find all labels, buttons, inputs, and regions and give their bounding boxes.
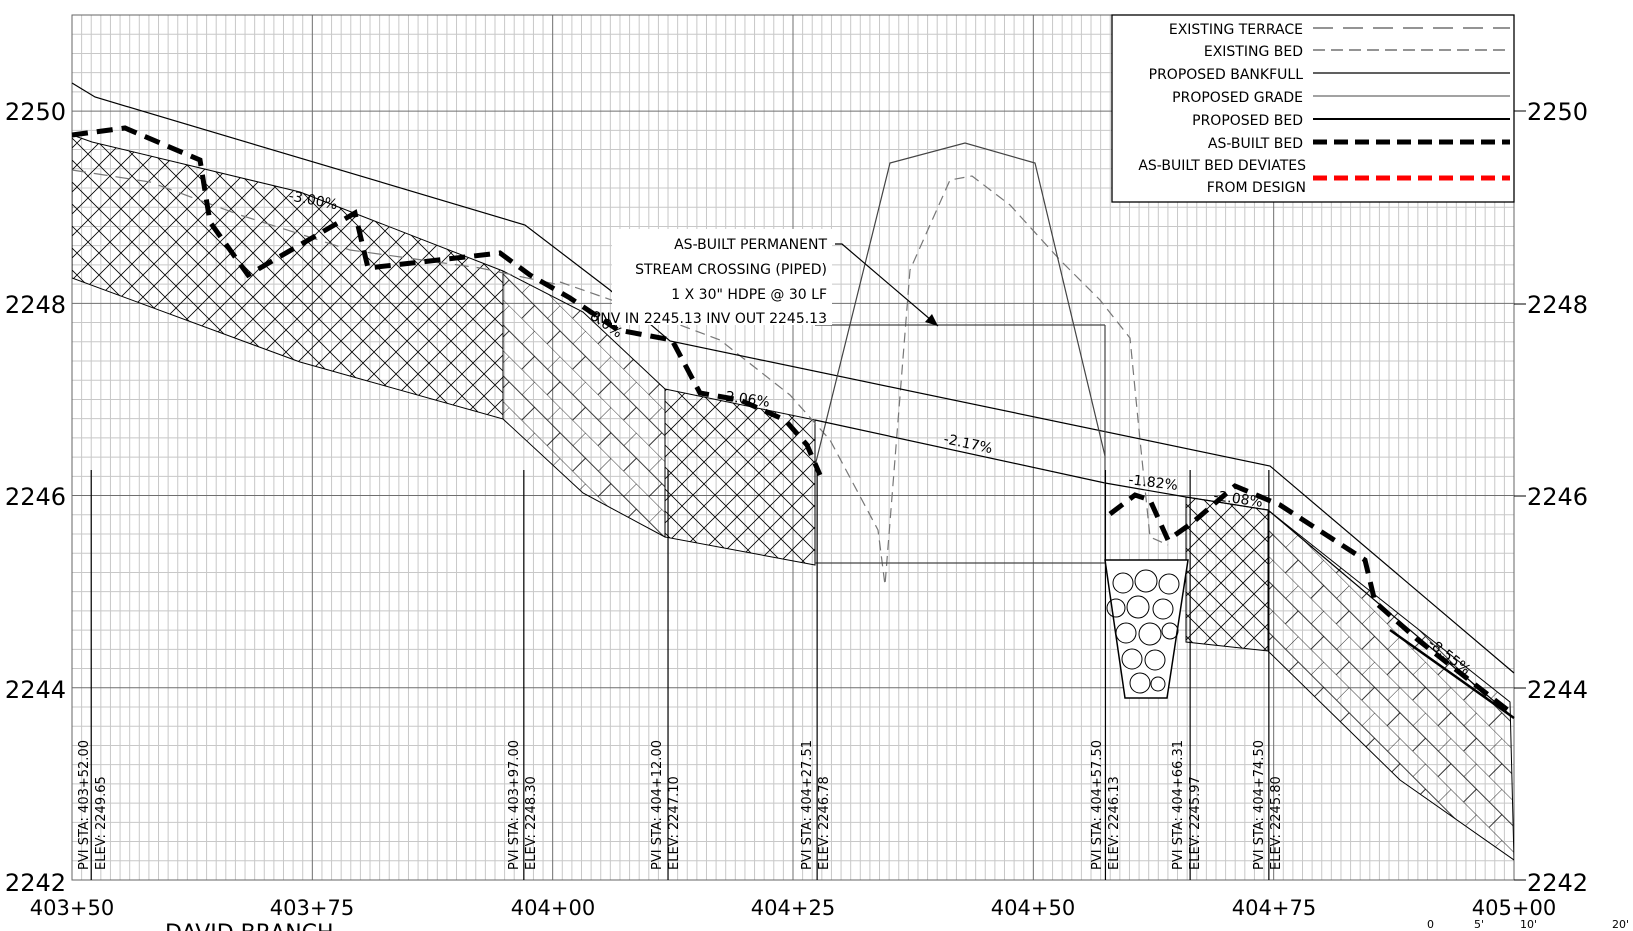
as-built-bed-line [71, 125, 823, 476]
pvi-lines [90, 470, 1270, 880]
leader-arrowhead [925, 314, 938, 326]
pvi-station-label: PVI STA: 403+97.00 [507, 740, 522, 870]
elevation-label: 2244 [1527, 676, 1588, 704]
legend-label-existing-bed: EXISTING BED [1204, 44, 1303, 60]
elevation-label: 2248 [1527, 291, 1588, 319]
pvi-elevation-label: ELEV: 2246.78 [817, 776, 832, 870]
scale-label: 0 [1427, 918, 1434, 931]
pvi-elevation-label: ELEV: 2246.13 [1107, 776, 1122, 870]
crossing-note: AS-BUILT PERMANENT STREAM CROSSING (PIPE… [596, 229, 939, 327]
station-label: 404+00 [511, 896, 595, 920]
riprap-pool [1104, 559, 1189, 699]
existing-bed-line [559, 175, 1169, 586]
elevation-label: 2246 [1527, 483, 1588, 511]
pvi-elevation-label: ELEV: 2249.65 [94, 776, 109, 870]
elevation-label: 2246 [5, 483, 66, 511]
station-label: 404+75 [1232, 896, 1316, 920]
scale-label: 10' [1520, 918, 1537, 931]
slope-label: -2.08% [1212, 488, 1263, 511]
as-built-bed-line-2 [1108, 483, 1516, 717]
crossing-note-line-2: STREAM CROSSING (PIPED) [635, 262, 827, 278]
pvi-station-label: PVI STA: 404+66.31 [1171, 740, 1186, 870]
station-label: 404+50 [991, 896, 1075, 920]
scale-label: 20' [1612, 918, 1629, 931]
elevation-labels-left: 2250 2248 2246 2244 2242 [5, 98, 66, 897]
proposed-bed-line [814, 419, 1515, 719]
proposed-bed-thick [1389, 628, 1515, 720]
footer-title: DAVID BRANCH [165, 921, 334, 931]
legend-label-proposed-bankfull: PROPOSED BANKFULL [1149, 67, 1304, 83]
station-labels: 403+50 403+75 404+00 404+25 404+50 404+7… [30, 896, 1556, 920]
slope-label: -1.82% [1128, 472, 1179, 494]
brick-region-2 [1267, 508, 1514, 861]
legend-label-existing-terrace: EXISTING TERRACE [1169, 22, 1303, 38]
station-label: 405+00 [1472, 896, 1556, 920]
grid-border [71, 14, 1515, 881]
station-label: 403+50 [30, 896, 114, 920]
pvi-station-label: PVI STA: 404+12.00 [650, 740, 665, 870]
legend-label-as-built-bed: AS-BUILT BED [1208, 136, 1303, 152]
xhatch-region-2 [664, 388, 816, 566]
elevation-label: 2250 [5, 98, 66, 126]
hatched-fills [72, 134, 1514, 861]
pvi-station-label: PVI STA: 404+57.50 [1090, 740, 1105, 870]
legend: EXISTING TERRACE EXISTING BED PROPOSED B… [1111, 14, 1515, 203]
elevation-label: 2250 [1527, 98, 1588, 126]
existing-terrace-line [71, 169, 561, 286]
slope-label: -2.06% [719, 388, 770, 411]
station-label: 404+25 [751, 896, 835, 920]
pvi-station-label: PVI STA: 404+74.50 [1252, 740, 1267, 870]
station-label: 403+75 [270, 896, 354, 920]
elevation-label: 2242 [5, 869, 66, 897]
elevation-label: 2248 [5, 291, 66, 319]
proposed-bankfull-line [71, 82, 1515, 674]
legend-label-deviates-2: FROM DESIGN [1207, 180, 1306, 196]
legend-label-deviates-1: AS-BUILT BED DEVIATES [1138, 158, 1306, 174]
crossing-note-line-4: INV IN 2245.13 INV OUT 2245.13 [596, 311, 827, 327]
elevation-labels-right: 2250 2248 2246 2244 2242 [1514, 98, 1588, 897]
crossing-note-leader [835, 243, 939, 327]
pvi-elevation-label: ELEV: 2245.80 [1269, 776, 1284, 870]
legend-box [1111, 14, 1515, 203]
pvi-labels: PVI STA: 403+52.00 ELEV: 2249.65 PVI STA… [77, 740, 1284, 870]
legend-label-proposed-grade: PROPOSED GRADE [1172, 90, 1303, 106]
xhatch-region-1 [72, 134, 504, 420]
elevation-label: 2242 [1527, 869, 1588, 897]
pvi-elevation-label: ELEV: 2248.30 [524, 776, 539, 870]
pvi-station-label: PVI STA: 403+52.00 [77, 740, 92, 870]
scale-label: 5' [1474, 918, 1484, 931]
crossing-note-line-1: AS-BUILT PERMANENT [674, 237, 827, 253]
pvi-station-label: PVI STA: 404+27.51 [800, 740, 815, 870]
pvi-elevation-label: ELEV: 2245.97 [1188, 776, 1203, 870]
proposed-grade-line [814, 142, 1106, 467]
crossing-note-line-3: 1 X 30" HDPE @ 30 LF [671, 287, 827, 303]
legend-label-proposed-bed: PROPOSED BED [1192, 113, 1303, 129]
pvi-elevation-label: ELEV: 2247.10 [667, 776, 682, 870]
elevation-label: 2244 [5, 676, 66, 704]
scale-bar: 0 5' 10' 20' [1427, 918, 1629, 931]
